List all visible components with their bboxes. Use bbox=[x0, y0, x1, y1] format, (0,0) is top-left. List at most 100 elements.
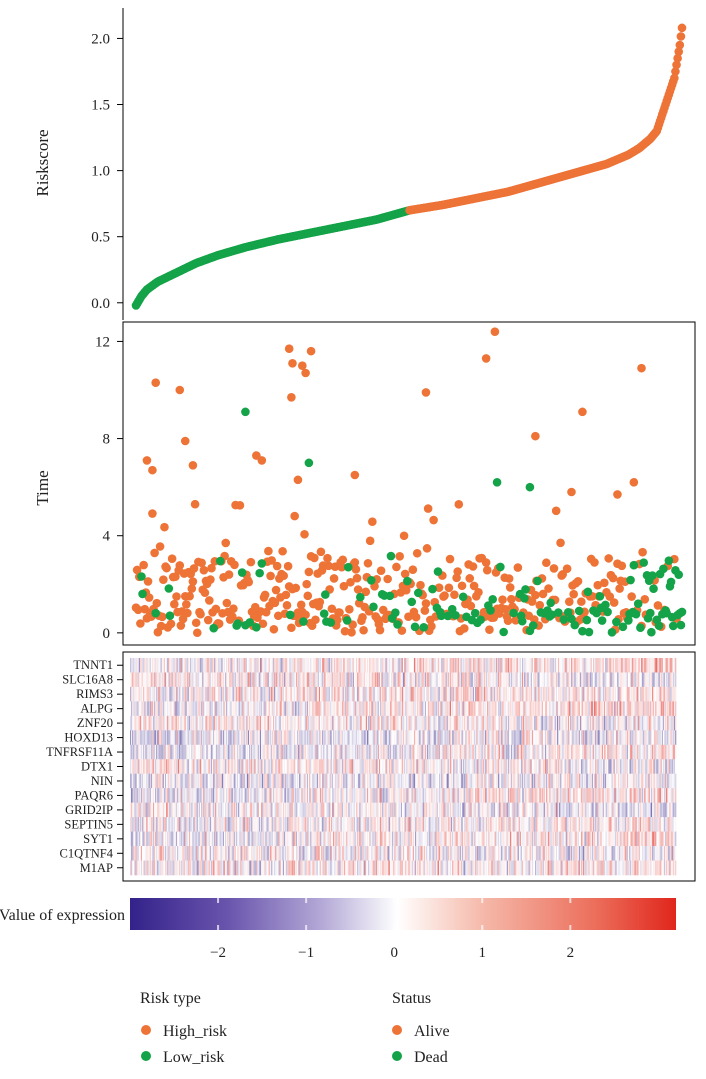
time-point-dead bbox=[499, 627, 508, 637]
time-point-alive bbox=[411, 612, 421, 622]
time-point-dead bbox=[654, 621, 664, 631]
time-point-alive bbox=[315, 597, 325, 607]
time-point-dead bbox=[403, 576, 412, 586]
time-tick-label: 4 bbox=[103, 529, 111, 545]
time-point-alive bbox=[604, 554, 613, 563]
time-point-alive bbox=[383, 574, 392, 584]
time-point-alive bbox=[266, 571, 275, 581]
time-point-dead bbox=[521, 585, 530, 594]
time-point-dead bbox=[677, 607, 687, 617]
time-point-dead bbox=[299, 617, 308, 626]
riskscore-points bbox=[131, 23, 687, 310]
time-point-alive bbox=[205, 596, 214, 605]
time-point-alive bbox=[160, 522, 169, 532]
time-point-alive bbox=[375, 625, 385, 635]
time-point-alive bbox=[505, 583, 515, 592]
time-point-dead bbox=[237, 568, 247, 577]
time-point-alive bbox=[337, 562, 347, 572]
time-point-dead bbox=[674, 570, 684, 579]
time-point-alive bbox=[345, 605, 354, 614]
time-point-alive bbox=[350, 470, 360, 480]
time-ticks: 0 4 8 12 bbox=[95, 334, 123, 642]
riskscore-tick-label: 2.0 bbox=[91, 31, 110, 47]
time-point-alive bbox=[613, 490, 622, 499]
time-point-alive bbox=[503, 616, 513, 625]
time-point-alive bbox=[183, 608, 192, 618]
time-point-dead bbox=[629, 560, 639, 570]
riskscore-point bbox=[676, 32, 686, 41]
time-point-alive bbox=[340, 626, 350, 636]
riskscore-tick-label: 0.0 bbox=[91, 296, 110, 312]
time-point-dead bbox=[639, 558, 649, 567]
time-point-alive bbox=[339, 581, 349, 591]
time-tick-label: 12 bbox=[95, 334, 110, 350]
time-point-alive bbox=[303, 591, 313, 601]
riskscore-tick-label: 1.5 bbox=[91, 98, 110, 114]
time-point-alive bbox=[269, 624, 279, 634]
time-point-alive bbox=[573, 576, 583, 586]
time-point-alive bbox=[142, 456, 152, 465]
time-point-alive bbox=[347, 628, 356, 637]
riskscore-panel: Riskscore 0.00.51.01.52.0 bbox=[33, 8, 687, 320]
time-point-dead bbox=[584, 627, 594, 637]
time-point-alive bbox=[159, 575, 168, 584]
time-point-dead bbox=[137, 572, 146, 581]
time-point-dead bbox=[369, 602, 378, 612]
time-point-alive bbox=[172, 592, 181, 601]
time-point-alive bbox=[281, 590, 291, 600]
time-point-alive bbox=[133, 605, 143, 615]
time-point-dead bbox=[648, 571, 657, 580]
time-point-alive bbox=[222, 598, 232, 608]
time-point-dead bbox=[151, 608, 160, 618]
time-point-alive bbox=[327, 604, 337, 614]
time-point-dead bbox=[664, 556, 674, 565]
time-point-alive bbox=[542, 558, 551, 568]
time-point-alive bbox=[324, 561, 333, 571]
time-point-alive bbox=[412, 548, 422, 558]
time-point-dead bbox=[386, 551, 396, 561]
time-point-dead bbox=[393, 620, 402, 629]
time-point-alive bbox=[346, 577, 355, 587]
time-point-dead bbox=[326, 618, 336, 627]
time-point-alive bbox=[578, 407, 587, 417]
time-point-dead bbox=[385, 591, 395, 601]
time-point-alive bbox=[187, 584, 197, 593]
time-point-alive bbox=[199, 565, 209, 575]
time-point-alive bbox=[504, 574, 514, 583]
time-point-alive bbox=[416, 580, 425, 590]
time-point-alive bbox=[459, 624, 469, 633]
time-point-alive bbox=[291, 583, 301, 593]
time-point-alive bbox=[482, 565, 492, 575]
time-point-dead bbox=[233, 619, 243, 628]
time-point-dead bbox=[488, 594, 498, 604]
time-tick-label: 0 bbox=[103, 626, 111, 642]
time-point-alive bbox=[190, 499, 200, 509]
time-point-alive bbox=[188, 460, 198, 470]
time-point-alive bbox=[358, 612, 367, 622]
time-point-dead bbox=[645, 608, 655, 618]
time-point-alive bbox=[188, 577, 198, 586]
time-point-alive bbox=[450, 590, 459, 600]
time-point-dead bbox=[451, 610, 460, 620]
time-tick-label: 8 bbox=[103, 432, 111, 448]
time-point-alive bbox=[365, 536, 375, 546]
time-point-alive bbox=[302, 579, 311, 589]
time-point-dead bbox=[215, 556, 225, 566]
time-point-alive bbox=[397, 626, 407, 635]
time-point-alive bbox=[185, 591, 194, 601]
time-point-alive bbox=[271, 585, 281, 595]
time-point-alive bbox=[638, 547, 647, 557]
time-point-alive bbox=[551, 506, 561, 516]
time-point-alive bbox=[176, 621, 186, 630]
time-point-alive bbox=[235, 501, 245, 510]
time-point-dead bbox=[666, 577, 676, 587]
time-point-alive bbox=[304, 567, 314, 577]
time-point-alive bbox=[352, 573, 362, 583]
time-point-alive bbox=[507, 594, 516, 604]
time-point-alive bbox=[556, 538, 565, 548]
riskscore-point bbox=[670, 73, 679, 83]
heatmap-panel: TNNT1SLC16A8RIMS3ALPGZNF20HOXD13TNFRSF11… bbox=[46, 651, 696, 882]
time-point-dead bbox=[533, 576, 542, 586]
time-point-alive bbox=[468, 562, 478, 571]
time-point-alive bbox=[501, 604, 511, 614]
